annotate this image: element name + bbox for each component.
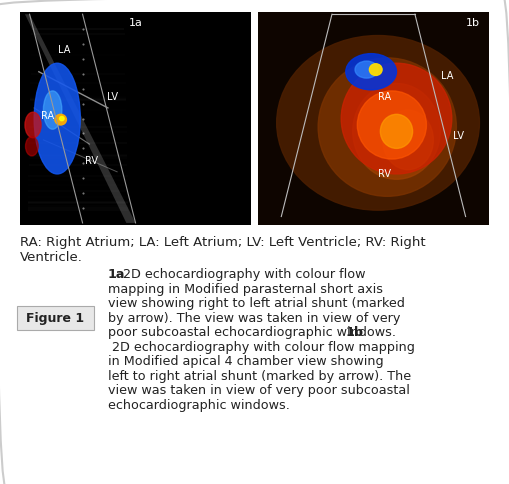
Text: RV: RV [379,169,391,179]
Text: 1a: 1a [108,268,126,281]
Ellipse shape [357,91,427,159]
Text: 2D echocardiography with colour flow mapping: 2D echocardiography with colour flow map… [108,341,415,354]
Ellipse shape [370,64,382,76]
Text: RA: Right Atrium; LA: Left Atrium; LV: Left Ventricle; RV: Right: RA: Right Atrium; LA: Left Atrium; LV: L… [20,236,426,249]
Text: RA: RA [378,92,391,102]
Text: Figure 1: Figure 1 [26,312,84,325]
Ellipse shape [383,110,433,170]
Ellipse shape [380,114,413,149]
Ellipse shape [277,35,479,210]
Ellipse shape [25,136,38,156]
Ellipse shape [34,63,80,174]
Ellipse shape [43,91,62,129]
Text: RV: RV [86,156,98,166]
Text: LA: LA [58,45,70,56]
Text: Ventricle.: Ventricle. [20,251,83,264]
Text: view showing right to left atrial shunt (marked: view showing right to left atrial shunt … [108,297,405,310]
Text: 1b: 1b [466,18,479,29]
Text: LV: LV [453,131,464,141]
Text: 2D echocardiography with colour flow: 2D echocardiography with colour flow [119,268,365,281]
Text: by arrow). The view was taken in view of very: by arrow). The view was taken in view of… [108,312,401,325]
Ellipse shape [55,114,67,125]
Ellipse shape [25,112,41,138]
Text: echocardiographic windows.: echocardiographic windows. [108,399,290,411]
Polygon shape [25,14,135,223]
Ellipse shape [355,61,378,78]
Ellipse shape [341,63,452,174]
Text: left to right atrial shunt (marked by arrow). The: left to right atrial shunt (marked by ar… [108,370,411,383]
FancyBboxPatch shape [17,306,94,330]
Text: LV: LV [107,92,118,102]
Text: poor subcoastal echocardiographic windows.: poor subcoastal echocardiographic window… [108,326,400,339]
Text: RA: RA [41,111,54,121]
Text: mapping in Modified parasternal short axis: mapping in Modified parasternal short ax… [108,283,383,296]
Text: LA: LA [441,71,454,81]
Text: in Modified apical 4 chamber view showing: in Modified apical 4 chamber view showin… [108,355,384,368]
Ellipse shape [318,58,457,197]
Ellipse shape [353,83,440,179]
Text: view was taken in view of very poor subcoastal: view was taken in view of very poor subc… [108,384,410,397]
Polygon shape [258,12,489,225]
Ellipse shape [346,54,397,90]
Ellipse shape [60,117,64,121]
Text: 1b: 1b [346,326,363,339]
Text: 1a: 1a [129,18,143,29]
